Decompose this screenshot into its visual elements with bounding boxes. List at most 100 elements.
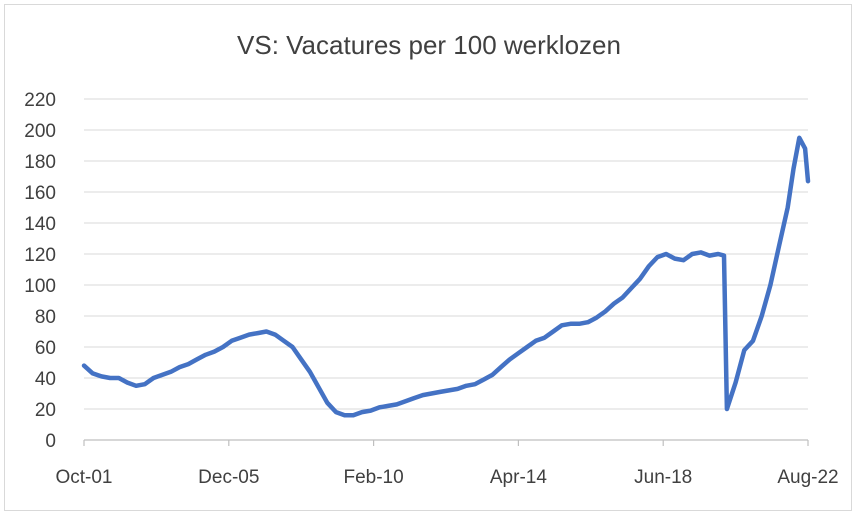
y-tick-label: 80 — [35, 307, 56, 328]
data-point — [257, 332, 259, 334]
x-tick-label: Oct-01 — [55, 467, 112, 488]
data-point — [91, 372, 94, 375]
y-axis-tick-labels: 0 20 40 60 80 100 120 140 160 180 200 220 — [24, 90, 56, 452]
data-point — [283, 340, 285, 342]
data-point — [144, 383, 146, 386]
data-point — [309, 371, 311, 373]
data-point — [726, 408, 728, 410]
data-point — [656, 256, 659, 258]
data-point — [439, 391, 442, 393]
data-point — [569, 323, 572, 325]
data-point — [500, 366, 502, 368]
data-point — [552, 330, 554, 333]
x-tick-label: Dec-05 — [198, 467, 259, 488]
data-point — [118, 377, 120, 379]
data-point — [786, 206, 789, 209]
data-point — [83, 364, 85, 367]
data-point — [807, 180, 809, 182]
data-point — [135, 385, 137, 387]
data-point — [621, 296, 624, 299]
x-tick-label: Apr-14 — [490, 467, 547, 488]
y-tick-label: 40 — [35, 369, 56, 390]
data-point — [248, 333, 250, 336]
data-point — [578, 323, 580, 325]
data-point — [465, 385, 468, 387]
data-point — [792, 168, 795, 170]
data-point — [708, 254, 711, 257]
data-point — [508, 358, 511, 361]
data-point — [535, 340, 537, 342]
series-line-0 — [81, 135, 811, 418]
data-point — [760, 315, 763, 317]
data-point — [604, 310, 607, 313]
data-point — [430, 392, 433, 395]
data-point — [778, 245, 780, 247]
gridlines — [84, 98, 808, 410]
y-tick-label: 100 — [24, 276, 56, 297]
x-axis — [83, 439, 809, 446]
data-point — [100, 375, 103, 378]
x-tick-label: Jun-18 — [634, 467, 692, 488]
y-tick-label: 220 — [24, 90, 56, 111]
data-point — [700, 251, 702, 254]
data-point — [170, 371, 172, 373]
data-point — [674, 257, 676, 260]
data-point — [109, 377, 111, 379]
data-point — [239, 336, 242, 339]
data-point — [126, 381, 129, 384]
data-point — [639, 278, 641, 280]
data-point — [378, 406, 381, 409]
y-tick-label: 20 — [35, 400, 56, 421]
data-point — [474, 383, 476, 386]
data-point — [361, 411, 363, 413]
data-point — [291, 346, 294, 348]
data-point — [804, 147, 806, 150]
data-point — [752, 340, 754, 342]
data-point — [343, 414, 346, 417]
data-point — [187, 363, 190, 365]
chart-title: VS: Vacatures per 100 werklozen — [237, 30, 621, 60]
data-point — [413, 397, 415, 399]
data-point — [798, 137, 801, 139]
data-point — [682, 259, 685, 262]
data-point — [335, 411, 337, 413]
data-point — [317, 386, 320, 389]
data-point — [422, 394, 424, 396]
data-point — [300, 358, 303, 361]
data-point — [526, 346, 528, 348]
y-tick-label: 0 — [45, 431, 56, 452]
data-point — [561, 324, 563, 327]
data-point — [352, 414, 355, 417]
y-tick-label: 160 — [24, 183, 56, 204]
data-point — [274, 333, 276, 336]
y-tick-label: 180 — [24, 152, 56, 173]
x-tick-label: Feb-10 — [343, 467, 403, 488]
y-tick-label: 200 — [24, 121, 56, 142]
data-point — [222, 346, 224, 348]
data-point — [691, 253, 693, 255]
data-point — [647, 265, 650, 268]
data-point — [265, 330, 268, 333]
data-point — [717, 253, 719, 255]
data-point — [326, 402, 329, 404]
data-point — [723, 254, 725, 257]
data-point — [587, 321, 589, 324]
x-tick-label: Aug-22 — [777, 467, 838, 488]
data-point — [204, 354, 207, 356]
data-point — [161, 374, 163, 376]
data-point — [595, 316, 598, 319]
x-axis-tick-labels: Oct-01 Dec-05 Feb-10 Apr-14 Jun-18 Aug-22 — [55, 467, 838, 488]
data-point — [630, 287, 633, 289]
data-point — [482, 378, 485, 381]
data-point — [178, 366, 181, 368]
data-point — [369, 409, 372, 412]
y-tick-label: 60 — [35, 338, 56, 359]
data-point — [152, 377, 155, 379]
y-tick-label: 140 — [24, 214, 56, 235]
data-point — [396, 403, 398, 406]
data-point — [196, 358, 198, 361]
data-point — [543, 336, 546, 339]
data-point — [491, 374, 494, 376]
data-point — [613, 302, 615, 305]
